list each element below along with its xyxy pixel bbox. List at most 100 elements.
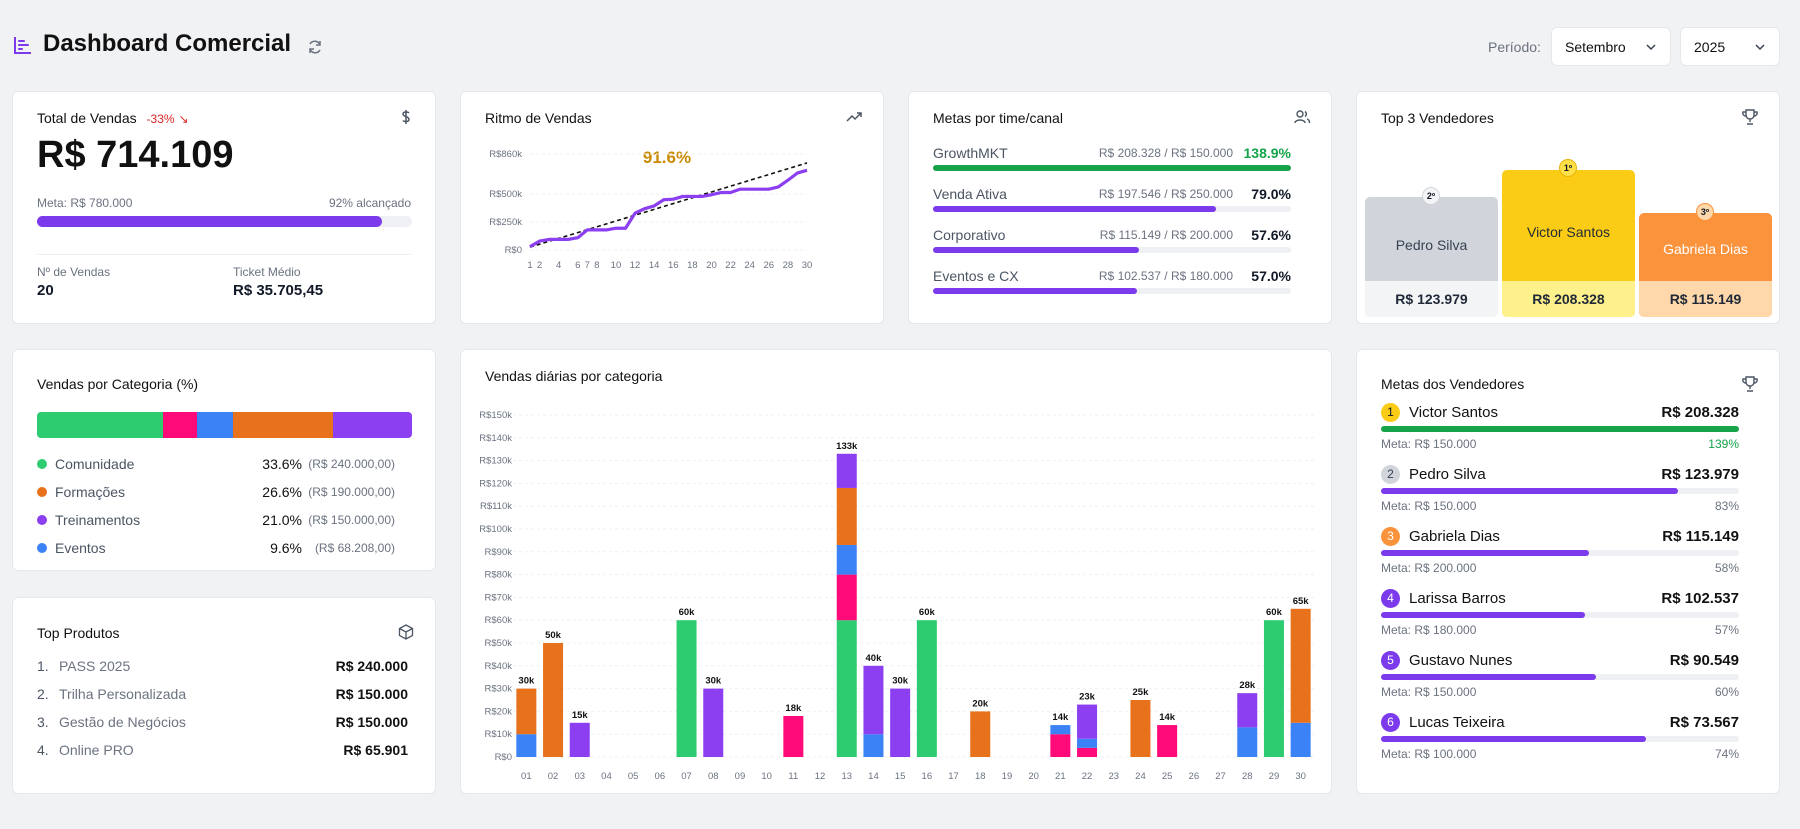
seller-rank-badge: 4	[1381, 589, 1400, 608]
podium-first-value: R$ 208.328	[1532, 291, 1605, 307]
x-tick-label: 16	[668, 260, 679, 271]
page-title: Dashboard Comercial	[43, 30, 292, 57]
bar-segment	[1077, 738, 1098, 748]
x-tick-label: 07	[681, 771, 692, 782]
chart-icon	[14, 37, 31, 54]
x-tick-label: 6	[575, 260, 580, 271]
y-tick-label: R$140k	[479, 433, 512, 444]
seller-progress-fill	[1381, 674, 1596, 680]
x-tick-label: 30	[1295, 771, 1306, 782]
x-tick-label: 10	[761, 771, 772, 782]
product-name: PASS 2025	[59, 658, 131, 674]
seller-row: 1 Victor Santos R$ 208.328 Meta: R$ 150.000…	[1381, 402, 1739, 460]
seller-progress-fill	[1381, 612, 1586, 618]
team-progress-fill	[933, 206, 1216, 212]
x-tick-label: 1	[527, 260, 532, 271]
year-select[interactable]: 2025	[1680, 27, 1780, 66]
y-tick-label: R$80k	[485, 570, 513, 581]
bar-segment	[1157, 725, 1178, 757]
podium-third-name: Gabriela Dias	[1663, 241, 1748, 257]
bar-segment	[703, 688, 724, 757]
month-value: Setembro	[1565, 39, 1626, 55]
x-tick-label: 29	[1269, 771, 1280, 782]
bar-segment	[543, 643, 564, 757]
x-tick-label: 30	[802, 260, 813, 271]
bar-segment	[890, 688, 911, 757]
product-rank: 4.	[37, 742, 49, 758]
x-tick-label: 16	[922, 771, 933, 782]
y-tick-label: R$150k	[479, 410, 512, 421]
x-tick-label: 20	[1028, 771, 1039, 782]
seller-percent: 58%	[1714, 561, 1739, 575]
category-name: Comunidade	[55, 456, 135, 472]
x-tick-label: 10	[611, 260, 622, 271]
y-tick-label: R$90k	[485, 547, 513, 558]
team-progress	[933, 288, 1291, 294]
bar-segment	[1077, 704, 1098, 739]
bar-segment	[863, 734, 884, 757]
y-tick-label: R$860k	[489, 149, 522, 160]
bar-segment	[836, 544, 857, 575]
bar-segment	[516, 688, 537, 735]
ritmo-title: Ritmo de Vendas	[485, 110, 592, 126]
bar-label: 133k	[836, 441, 858, 452]
podium-first: Victor Santos R$ 208.328	[1502, 170, 1635, 317]
x-tick-label: 21	[1055, 771, 1066, 782]
dollar-icon	[402, 110, 410, 124]
produtos-title: Top Produtos	[37, 625, 120, 641]
seller-meta: Meta: R$ 180.000	[1381, 623, 1477, 637]
product-row: 1. PASS 2025 R$ 240.000	[37, 658, 408, 678]
n-vendas-value: 20	[37, 282, 54, 299]
refresh-icon[interactable]	[307, 39, 323, 55]
total-value: R$ 714.109	[37, 134, 234, 176]
x-tick-label: 22	[1082, 771, 1093, 782]
x-tick-label: 12	[815, 771, 826, 782]
team-percent: 138.9%	[1243, 145, 1291, 161]
bar-label: 60k	[919, 607, 936, 618]
rank-badge-first: 1º	[1559, 159, 1577, 177]
y-tick-label: R$40k	[485, 661, 513, 672]
x-tick-label: 24	[1135, 771, 1146, 782]
podium-second: Pedro Silva R$ 123.979	[1365, 197, 1498, 317]
trend-down-icon: ↘	[178, 112, 189, 126]
product-rank: 1.	[37, 658, 49, 674]
x-tick-label: 03	[574, 771, 585, 782]
x-tick-label: 15	[895, 771, 906, 782]
x-tick-label: 2	[537, 260, 542, 271]
category-dot	[37, 543, 47, 553]
seller-percent: 60%	[1714, 685, 1739, 699]
y-tick-label: R$10k	[485, 729, 513, 740]
category-value: (R$ 150.000,00)	[308, 513, 395, 527]
category-row: Formações 26.6% (R$ 190.000,00)	[37, 484, 412, 504]
total-vendas-card: Total de Vendas -33% ↘ R$ 714.109 Meta: …	[12, 91, 436, 324]
team-row: Venda Ativa R$ 197.546 / R$ 250.000 79.0%	[933, 186, 1291, 216]
team-progress	[933, 165, 1291, 171]
seller-row: 2 Pedro Silva R$ 123.979 Meta: R$ 150.000 83…	[1381, 464, 1739, 522]
top3-title: Top 3 Vendedores	[1381, 110, 1494, 126]
bar-label: 14k	[1052, 712, 1069, 723]
y-tick-label: R$0	[505, 245, 522, 256]
bar-label: 30k	[518, 676, 535, 687]
category-name: Treinamentos	[55, 512, 141, 528]
category-row: Eventos 9.6% (R$ 68.208,00)	[37, 540, 412, 560]
seller-progress-fill	[1381, 426, 1739, 432]
bar-segment	[1237, 727, 1258, 757]
team-progress-fill	[933, 288, 1138, 294]
categorias-card: Vendas por Categoria (%) Comunidade 33.6%…	[12, 349, 436, 571]
x-tick-label: 18	[687, 260, 698, 271]
category-value: (R$ 190.000,00)	[308, 485, 395, 499]
x-tick-label: 20	[706, 260, 717, 271]
category-stacked-bar	[37, 412, 412, 438]
x-tick-label: 18	[975, 771, 986, 782]
seller-rank-badge: 2	[1381, 465, 1400, 484]
team-name: Corporativo	[933, 227, 1006, 243]
bar-segment	[836, 487, 857, 545]
x-tick-label: 28	[783, 260, 794, 271]
month-select[interactable]: Setembro	[1551, 27, 1671, 66]
x-tick-label: 14	[868, 771, 879, 782]
bar-segment	[1050, 725, 1071, 735]
podium-third: Gabriela Dias R$ 115.149	[1639, 213, 1772, 317]
team-name: Venda Ativa	[933, 186, 1007, 202]
x-tick-label: 12	[630, 260, 641, 271]
seller-name: Pedro Silva	[1409, 466, 1486, 483]
